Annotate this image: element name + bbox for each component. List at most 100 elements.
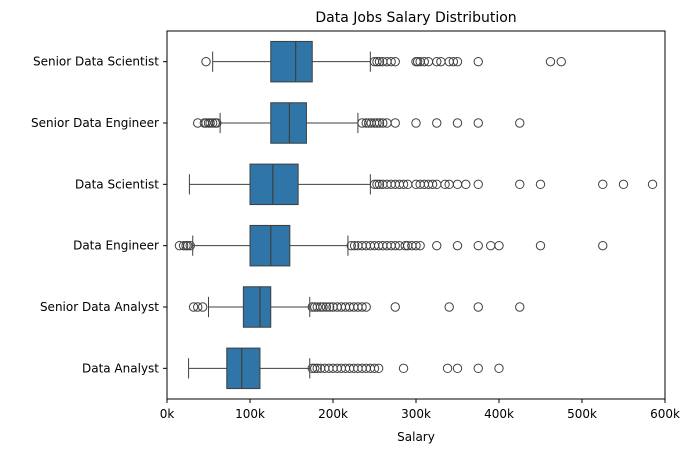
outlier-point [444, 302, 454, 312]
box-group [201, 40, 566, 83]
outlier-point [318, 302, 328, 312]
box-iqr [226, 347, 261, 390]
outlier-point [473, 118, 483, 128]
outlier-point [452, 118, 463, 128]
outlier-point [349, 240, 360, 251]
outlier-point [440, 179, 450, 190]
outlier-point [452, 240, 463, 251]
outlier-point [378, 118, 388, 128]
outlier-point [556, 56, 566, 67]
outlier-point [312, 363, 322, 374]
x-tick-label: 500k [567, 407, 597, 421]
outlier-point [207, 118, 218, 128]
outlier-point [398, 363, 409, 374]
outlier-point [442, 363, 453, 374]
outlier-point [452, 363, 463, 374]
x-axis-ticks: 0k 100k 200k 300k 400k 500k 600k [160, 399, 680, 421]
box-iqr [249, 163, 299, 206]
outlier-point [310, 363, 320, 374]
outlier-point [515, 118, 525, 128]
outlier-point [535, 179, 546, 190]
box-group [188, 347, 504, 390]
outlier-point [473, 363, 483, 374]
box-group [188, 163, 658, 206]
outlier-point [212, 118, 222, 128]
x-tick-label: 300k [401, 407, 431, 421]
outlier-point [372, 118, 382, 128]
y-tick-label: Senior Data Scientist [33, 55, 159, 69]
y-tick-label: Data Scientist [75, 177, 159, 191]
outlier-point [473, 179, 483, 190]
outlier-point [419, 56, 429, 67]
outlier-point [494, 240, 504, 251]
outlier-point [398, 179, 409, 190]
outlier-point [386, 56, 396, 67]
y-tick-label: Data Engineer [73, 239, 159, 253]
x-tick-label: 200k [318, 407, 348, 421]
box-iqr [249, 224, 291, 267]
outlier-point [390, 118, 400, 128]
outlier-point [390, 302, 400, 312]
outlier-point [515, 302, 525, 312]
outlier-point [452, 56, 463, 67]
outlier-point [411, 240, 421, 251]
outlier-point [400, 240, 410, 251]
outlier-point [361, 302, 371, 312]
y-tick-label: Senior Data Analyst [40, 300, 159, 314]
outlier-point [372, 179, 382, 190]
outlier-point [545, 56, 556, 67]
outlier-point [201, 56, 211, 67]
outlier-point [412, 56, 423, 67]
outlier-point [415, 240, 425, 251]
outlier-point [357, 118, 367, 128]
outlier-point [411, 118, 421, 128]
y-tick-label: Data Analyst [82, 361, 159, 375]
outlier-point [390, 56, 400, 67]
outlier-point [197, 302, 208, 312]
y-axis-ticks: Senior Data Scientist Senior Data Enginee… [31, 55, 167, 375]
outlier-point [374, 179, 385, 190]
outlier-point [374, 118, 385, 128]
outlier-point [427, 179, 438, 190]
outlier-point [452, 179, 463, 190]
box-group [193, 102, 525, 144]
outlier-point [205, 118, 215, 128]
outlier-point [178, 240, 189, 251]
box-iqr [270, 102, 307, 144]
outlier-point [312, 302, 322, 312]
chart-title: Data Jobs Salary Distribution [315, 10, 516, 26]
outlier-point [324, 302, 335, 312]
outlier-point [432, 118, 442, 128]
outlier-point [535, 240, 546, 251]
outlier-point [598, 179, 608, 190]
outlier-point [448, 56, 459, 67]
outlier-point [357, 302, 367, 312]
outlier-point [315, 302, 326, 312]
outlier-point [432, 240, 442, 251]
outlier-point [647, 179, 658, 190]
outlier-point [432, 56, 442, 67]
outlier-point [372, 56, 382, 67]
outlier-point [321, 302, 332, 312]
outlier-point [185, 240, 195, 251]
outlier-point [598, 240, 608, 251]
outlier-point [369, 363, 380, 374]
outlier-point [473, 240, 483, 251]
box-iqr [242, 286, 272, 328]
x-tick-label: 600k [650, 407, 680, 421]
outlier-point [193, 118, 203, 128]
x-tick-label: 100k [235, 407, 265, 421]
boxes-layer [174, 40, 658, 390]
x-tick-label: 0k [160, 407, 175, 421]
outlier-point [515, 179, 525, 190]
outlier-point [201, 118, 211, 128]
outlier-point [618, 179, 629, 190]
outlier-point [373, 363, 384, 374]
box-group [188, 286, 525, 328]
outlier-point [193, 302, 203, 312]
outlier-point [183, 240, 193, 251]
outlier-point [473, 302, 483, 312]
x-tick-label: 400k [484, 407, 514, 421]
outlier-point [374, 56, 385, 67]
